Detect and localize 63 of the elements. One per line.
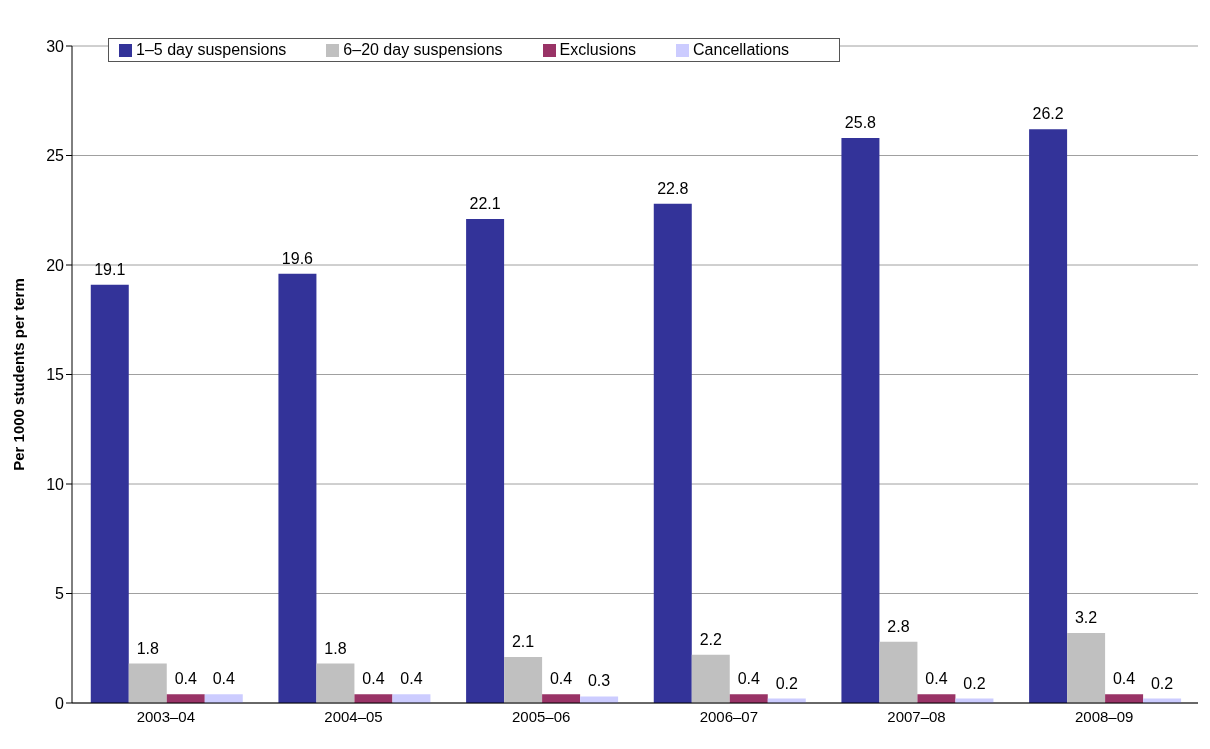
data-label: 2.1: [511, 633, 535, 651]
bar: [729, 694, 768, 703]
y-tick-label: 30: [46, 37, 65, 55]
data-label: 0.2: [775, 674, 798, 692]
bar: [466, 219, 505, 703]
bar: [504, 657, 543, 703]
data-label: 25.8: [844, 113, 877, 131]
bar: [580, 696, 619, 703]
data-label: 22.8: [657, 179, 689, 197]
data-label: 0.4: [549, 670, 573, 688]
data-label: 0.4: [362, 670, 385, 688]
y-tick-label: 15: [46, 366, 65, 384]
data-label: 19.6: [281, 249, 314, 267]
bar: [879, 641, 918, 703]
data-label: 2.8: [887, 617, 910, 635]
x-tick-label: 2007–08: [887, 707, 946, 725]
bar: [354, 694, 393, 703]
bar: [917, 694, 956, 703]
y-tick-label: 25: [46, 147, 65, 165]
data-label: 22.1: [469, 195, 501, 213]
legend-label: Cancellations: [693, 41, 790, 58]
legend-label: 6–20 day suspensions: [343, 41, 503, 58]
y-axis-title: Per 1000 students per term: [10, 278, 28, 471]
x-tick-label: 2006–07: [699, 707, 759, 725]
x-tick-label: 2003–04: [136, 707, 196, 725]
x-tick-label: 2008–09: [1074, 707, 1134, 725]
y-tick-label: 5: [55, 585, 65, 603]
data-label: 0.4: [400, 670, 423, 688]
bar: [278, 273, 317, 703]
bar: [392, 694, 431, 703]
data-label: 0.4: [737, 670, 760, 688]
y-tick-label: 10: [46, 475, 65, 493]
x-tick-label: 2004–05: [324, 707, 383, 725]
data-label: 0.3: [587, 672, 611, 690]
bar: [1067, 632, 1106, 703]
bar: [1105, 694, 1144, 703]
bar: [1029, 129, 1068, 703]
data-label: 0.4: [212, 670, 235, 688]
y-tick-label: 0: [55, 694, 65, 712]
bar: [691, 654, 730, 703]
y-tick-label: 20: [46, 256, 65, 274]
data-label: 0.2: [963, 674, 986, 692]
data-label: 0.4: [1112, 670, 1136, 688]
data-label: 1.8: [324, 639, 347, 657]
bar: [316, 663, 355, 703]
bar: [90, 284, 129, 703]
bar: [653, 203, 692, 703]
bar: [128, 663, 167, 703]
data-label: 0.4: [925, 670, 948, 688]
x-tick-label: 2005–06: [511, 707, 571, 725]
data-label: 0.4: [174, 670, 197, 688]
data-label: 1.8: [136, 639, 159, 657]
bar: [204, 694, 243, 703]
data-label: 3.2: [1074, 608, 1098, 626]
legend-label: Exclusions: [559, 41, 637, 58]
data-label: 2.2: [699, 630, 722, 648]
data-label: 26.2: [1032, 105, 1064, 123]
bar: [841, 137, 880, 703]
legend-label: 1–5 day suspensions: [136, 41, 287, 58]
data-label: 0.2: [1150, 674, 1174, 692]
bar: [166, 694, 205, 703]
data-label: 19.1: [94, 260, 126, 278]
bar: [542, 694, 581, 703]
